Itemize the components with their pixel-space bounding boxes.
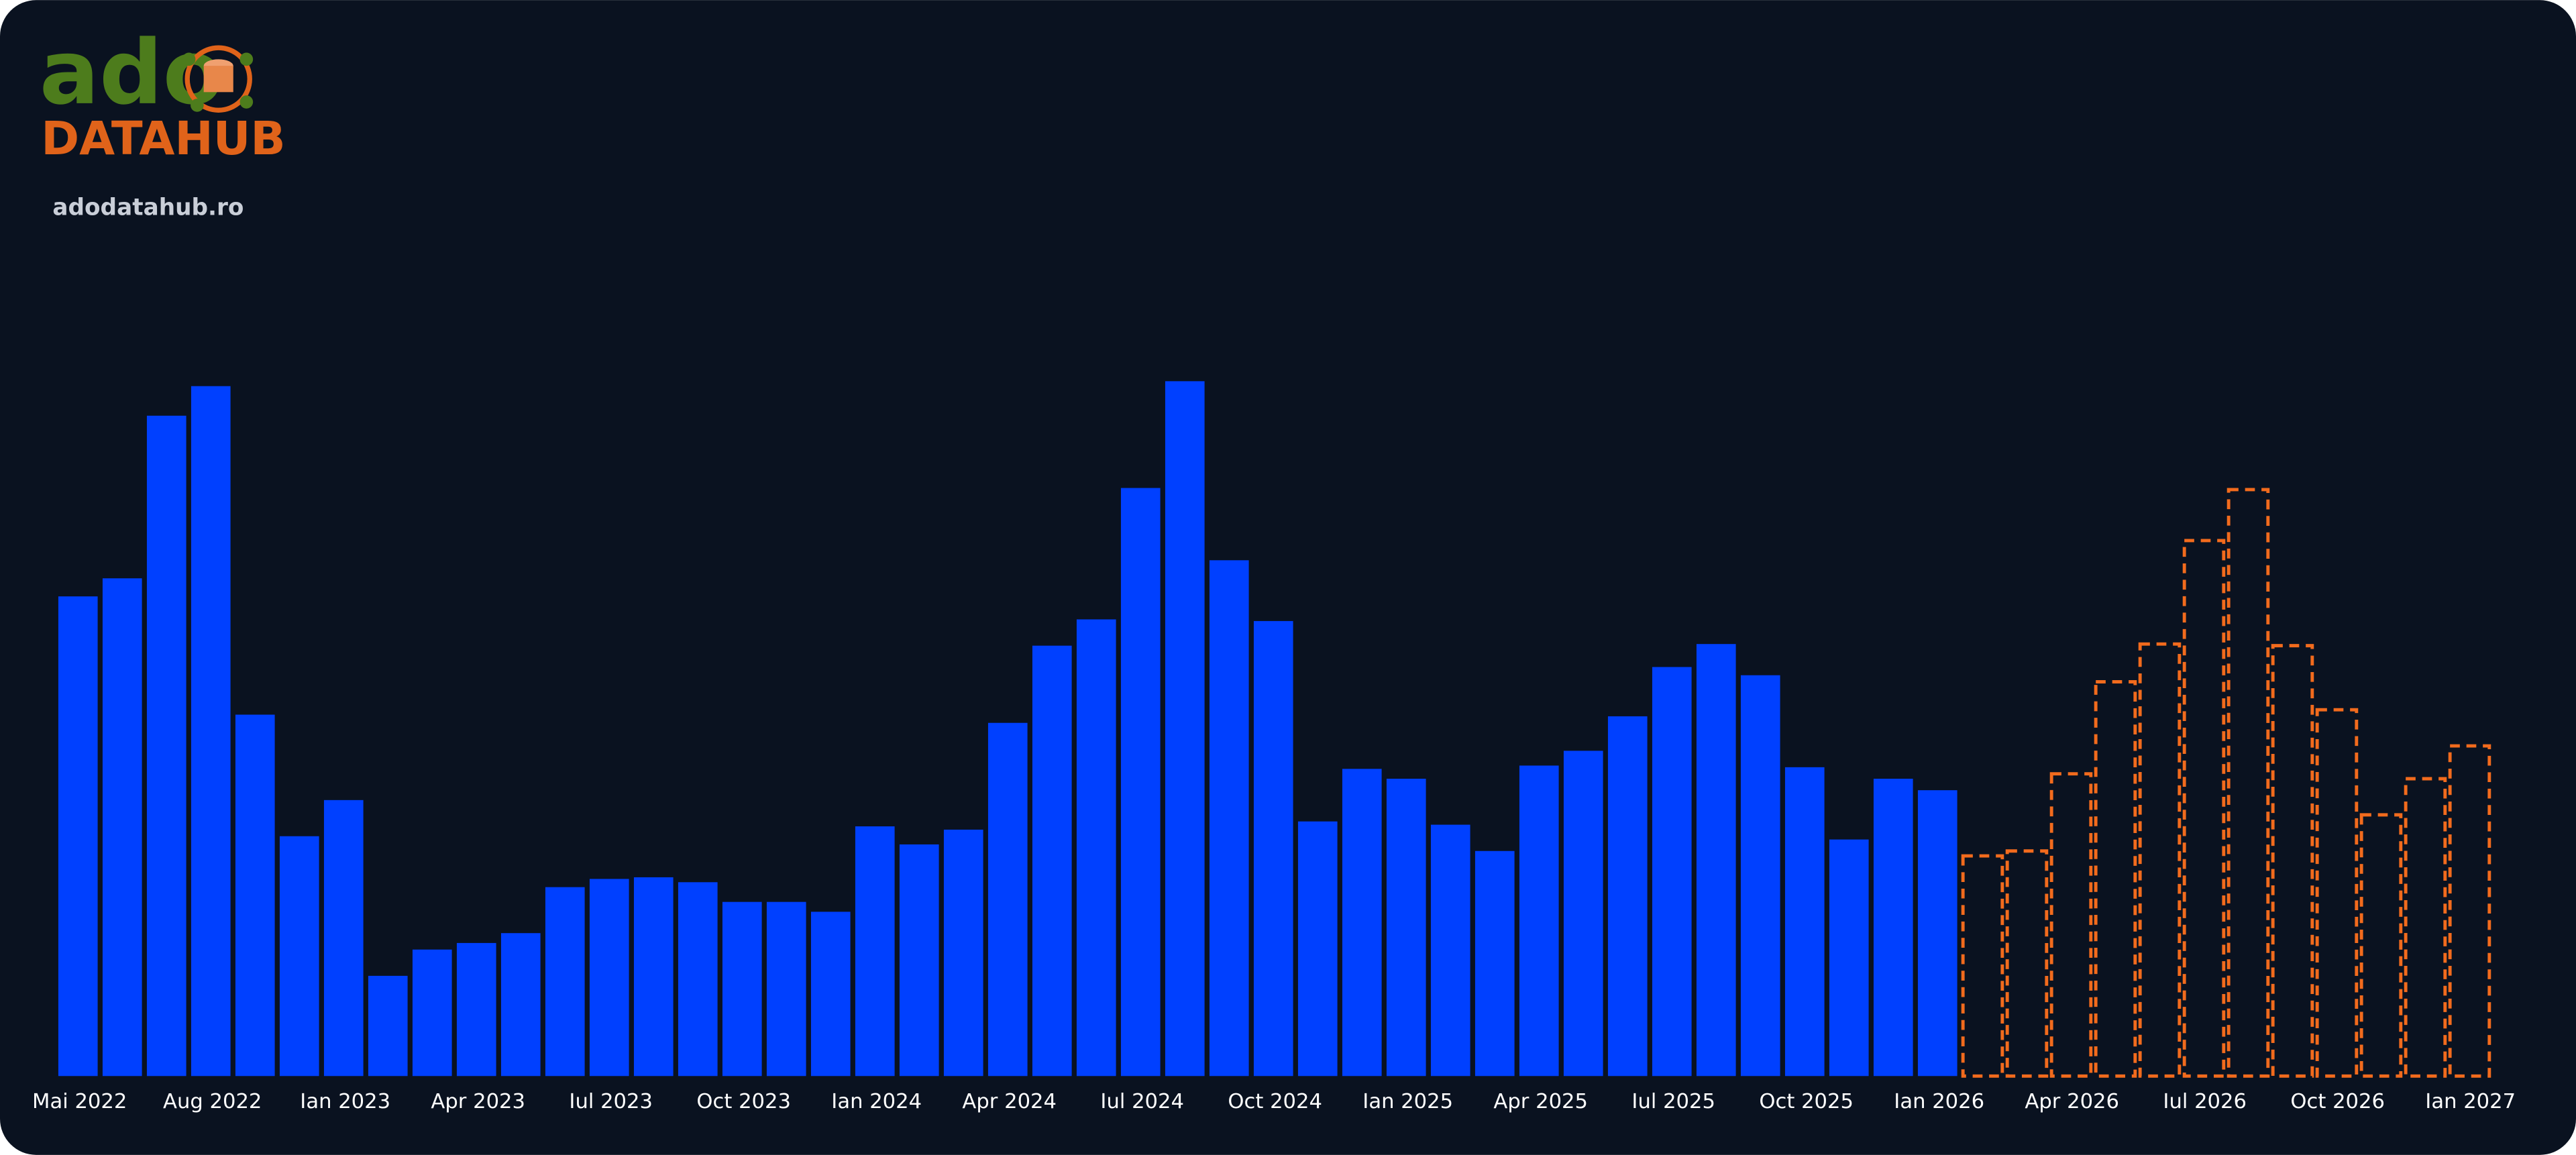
x-tick-label: Oct 2025 <box>1759 1090 1854 1113</box>
x-tick-label: Apr 2024 <box>962 1090 1057 1113</box>
bar <box>1342 769 1382 1077</box>
icon-node <box>191 99 204 112</box>
icon-db <box>203 66 233 93</box>
logo-url: adodatahub.ro <box>52 195 244 221</box>
bar <box>545 887 585 1077</box>
bar <box>1563 751 1603 1077</box>
bar <box>1297 821 1338 1077</box>
x-tick-label: Oct 2023 <box>696 1090 791 1113</box>
bar <box>2094 680 2137 1078</box>
x-tick-label: Ian 2023 <box>300 1090 390 1113</box>
bar <box>899 844 939 1077</box>
bar <box>1917 790 1957 1077</box>
x-tick-label: Iul 2024 <box>1100 1090 1184 1113</box>
bar <box>722 901 762 1077</box>
bar <box>1652 667 1692 1077</box>
bar <box>1386 779 1426 1077</box>
x-tick-label: Ian 2024 <box>831 1090 922 1113</box>
bar <box>1032 645 1072 1077</box>
bar <box>2448 744 2491 1078</box>
bar <box>1209 560 1249 1077</box>
x-tick-label: Oct 2024 <box>1228 1090 1322 1113</box>
bar <box>1474 850 1515 1077</box>
x-tick-label: Iul 2026 <box>2163 1090 2247 1113</box>
x-tick-label: Ian 2026 <box>1894 1090 1984 1113</box>
bar <box>987 722 1028 1077</box>
bar <box>1607 716 1648 1077</box>
x-tick-label: Iul 2023 <box>569 1090 653 1113</box>
bar <box>943 829 983 1077</box>
bar <box>1873 779 1913 1077</box>
bar <box>2226 488 2270 1078</box>
bar <box>2138 642 2182 1078</box>
icon-node <box>239 95 254 109</box>
bar <box>1784 767 1825 1077</box>
icon-node <box>239 52 254 66</box>
bar <box>1696 644 1736 1077</box>
bar <box>589 879 629 1077</box>
icon-node <box>182 52 196 66</box>
bar <box>1165 381 1205 1077</box>
x-tick-label: Apr 2026 <box>2025 1090 2119 1113</box>
bar <box>2271 644 2314 1078</box>
bar <box>2315 708 2359 1078</box>
bar <box>2359 813 2403 1078</box>
bar <box>368 975 408 1077</box>
logo-icon <box>182 45 254 113</box>
logo-name: DATAHUB <box>41 112 285 166</box>
x-tick-label: Iul 2025 <box>1631 1090 1715 1113</box>
bar <box>456 942 496 1077</box>
x-tick-label: Ian 2025 <box>1362 1090 1453 1113</box>
bar <box>1076 619 1116 1077</box>
bar <box>279 836 319 1077</box>
bar <box>810 912 851 1077</box>
bar <box>678 882 718 1077</box>
bar <box>2005 849 2049 1078</box>
bar <box>1120 488 1161 1077</box>
bar <box>412 949 452 1077</box>
logo: ado DATAHUB adodatahub.ro <box>40 21 286 221</box>
bar <box>146 415 186 1077</box>
bar <box>766 901 806 1077</box>
x-tick-label: Aug 2022 <box>163 1090 262 1113</box>
bar <box>2404 777 2447 1078</box>
icon-ring <box>184 45 252 113</box>
bar <box>633 877 674 1077</box>
bar <box>1740 675 1780 1077</box>
bar <box>855 826 895 1077</box>
x-tick-label: Apr 2023 <box>431 1090 525 1113</box>
bar <box>2182 539 2226 1078</box>
bar <box>500 933 541 1077</box>
bar <box>1430 824 1470 1077</box>
bar <box>1961 854 2004 1078</box>
x-tick-label: Apr 2025 <box>1493 1090 1588 1113</box>
bar <box>1829 839 1869 1077</box>
bar <box>191 386 231 1077</box>
bar <box>323 800 364 1077</box>
bar <box>2049 772 2093 1078</box>
bar <box>102 578 142 1077</box>
bar <box>1519 765 1559 1077</box>
bar <box>235 714 275 1077</box>
bar <box>58 596 98 1077</box>
x-tick-label: Oct 2026 <box>2290 1090 2385 1113</box>
bar <box>1253 620 1293 1077</box>
x-tick-label: Ian 2027 <box>2425 1090 2516 1113</box>
x-tick-label: Mai 2022 <box>32 1090 127 1113</box>
